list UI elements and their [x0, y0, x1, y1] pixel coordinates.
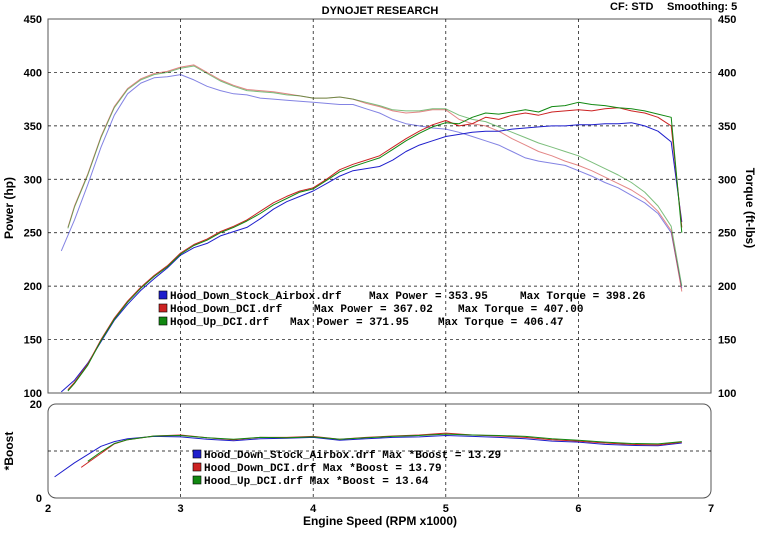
- power-y-tick-150: 150: [24, 335, 42, 347]
- torque-axis-label: Torque (ft-lbs): [743, 168, 757, 248]
- boost-legend-swatch-hood-down-dci: [192, 462, 202, 472]
- power-trace-hood-up-dci: [67, 101, 683, 392]
- x-tick-label-3: 3: [178, 503, 184, 515]
- legend-swatch-hood-down-dci: [158, 303, 168, 313]
- torque-trace-hood-up-dci: [67, 65, 683, 287]
- boost-trace-hood-down-stock-airbox: [54, 435, 682, 478]
- legend-file-hood-down-dci: Hood_Down_DCI.drf: [170, 304, 283, 316]
- power-y-tick-400: 400: [24, 67, 42, 79]
- legend-file-stock-airbox: Hood_Down_Stock_Airbox.drf: [170, 291, 342, 303]
- boost-axis-label: *Boost: [2, 432, 16, 471]
- power-y-tick-350: 350: [24, 121, 42, 133]
- boost-legend-hood-down-dci: Hood_Down_DCI.drf Max *Boost = 13.79: [204, 463, 442, 475]
- header-smoothing: Smoothing: 5: [667, 1, 737, 13]
- power-legend: Hood_Down_Stock_Airbox.drf Max Power = 3…: [158, 290, 645, 329]
- boost-legend-stock-airbox: Hood_Down_Stock_Airbox.drf Max *Boost = …: [204, 450, 501, 462]
- torque-y-tick-400: 400: [718, 67, 736, 79]
- power-axis-label: Power (hp): [2, 177, 16, 239]
- torque-y-tick-350: 350: [718, 121, 736, 133]
- power-trace-hood-down-stock-airbox: [60, 122, 683, 393]
- legend-max-power-stock-airbox: Max Power = 353.95: [369, 291, 488, 303]
- power-y-tick-100: 100: [24, 388, 42, 400]
- legend-swatch-hood-up-dci: [158, 316, 168, 326]
- torque-y-tick-250: 250: [718, 228, 736, 240]
- boost-legend: Hood_Down_Stock_Airbox.drf Max *Boost = …: [192, 449, 501, 488]
- grid: [48, 19, 711, 498]
- boost-legend-swatch-stock-airbox: [192, 449, 202, 459]
- x-tick-label-6: 6: [575, 503, 581, 515]
- traces: [54, 64, 683, 478]
- power-y-tick-300: 300: [24, 174, 42, 186]
- header-title: DYNOJET RESEARCH: [322, 5, 439, 17]
- legend-file-hood-up-dci: Hood_Up_DCI.drf: [170, 317, 269, 329]
- x-tick-label-7: 7: [708, 503, 714, 515]
- torque-y-tick-200: 200: [718, 281, 736, 293]
- torque-y-tick-150: 150: [718, 335, 736, 347]
- boost-trace-hood-up-dci: [87, 433, 682, 462]
- x-tick-label-4: 4: [310, 503, 317, 515]
- torque-trace-hood-down-stock-airbox: [60, 74, 683, 289]
- x-axis-label: Engine Speed (RPM x1000): [303, 514, 457, 528]
- legend-swatch-stock-airbox: [158, 290, 168, 300]
- x-tick-label-2: 2: [45, 503, 51, 515]
- legend-max-power-hood-up-dci: Max Power = 371.95: [290, 317, 409, 329]
- torque-y-tick-100: 100: [718, 388, 736, 400]
- legend-max-torque-hood-up-dci: Max Torque = 406.47: [438, 317, 563, 329]
- boost-y-tick-20: 20: [30, 399, 42, 411]
- torque-y-tick-450: 450: [718, 14, 736, 26]
- header-correction: CF: STD: [610, 1, 653, 13]
- power-y-tick-450: 450: [24, 14, 42, 26]
- legend-max-torque-stock-airbox: Max Torque = 398.26: [520, 291, 645, 303]
- boost-legend-hood-up-dci: Hood_Up_DCI.drf Max *Boost = 13.64: [204, 476, 429, 488]
- power-trace-hood-down-dci: [67, 107, 683, 391]
- legend-max-torque-hood-down-dci: Max Torque = 407.00: [458, 304, 583, 316]
- legend-max-power-hood-down-dci: Max Power = 367.02: [314, 304, 433, 316]
- boost-y-tick-0: 0: [36, 493, 42, 505]
- power-y-tick-250: 250: [24, 228, 42, 240]
- x-tick-label-5: 5: [443, 503, 449, 515]
- power-panel-frame: [47, 18, 712, 394]
- torque-y-tick-300: 300: [718, 174, 736, 186]
- power-y-tick-200: 200: [24, 281, 42, 293]
- boost-legend-swatch-hood-up-dci: [192, 475, 202, 485]
- torque-trace-hood-down-dci: [67, 64, 683, 292]
